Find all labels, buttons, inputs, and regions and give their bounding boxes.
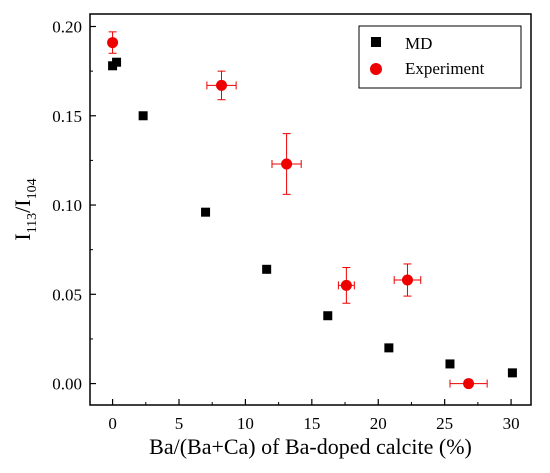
legend-box: [358, 25, 522, 89]
x-tick-label: 20: [370, 414, 387, 433]
plot-frame: [89, 13, 532, 406]
x-tick-label: 25: [436, 414, 453, 433]
experiment-point: [340, 279, 352, 291]
y-tick-label: 0.20: [52, 17, 82, 36]
y-axis-label: I113/I104: [10, 178, 40, 240]
md-point: [323, 311, 333, 321]
y-tick-label: 0.10: [52, 196, 82, 215]
x-tick-label: 5: [175, 414, 184, 433]
x-tick-label: 0: [108, 414, 117, 433]
experiment-point: [463, 378, 475, 390]
experiment-point: [216, 79, 228, 91]
legend-md-marker: [371, 37, 381, 47]
data-points: [107, 31, 517, 390]
md-point: [112, 57, 122, 67]
legend-experiment-label: Experiment: [405, 59, 485, 78]
y-tick-label: 0.15: [52, 107, 82, 126]
experiment-point: [281, 158, 293, 170]
y-tick-label: 0.00: [52, 375, 82, 394]
md-point: [445, 359, 455, 369]
md-point: [507, 368, 517, 378]
md-point: [201, 207, 211, 217]
md-point: [262, 264, 272, 274]
x-tick-label: 30: [503, 414, 520, 433]
y-tick-label: 0.05: [52, 285, 82, 304]
legend-md-label: MD: [405, 34, 432, 53]
axis-ticks: 0 5 10 15 20 25 30 0.00 0.05 0.10 0.15 0.20: [52, 17, 519, 433]
x-tick-label: 10: [237, 414, 254, 433]
experiment-point: [401, 274, 413, 286]
x-axis-label: Ba/(Ba+Ca) of Ba-doped calcite (%): [149, 434, 472, 459]
md-point: [384, 343, 394, 353]
x-tick-label: 15: [303, 414, 320, 433]
legend-experiment-marker: [370, 63, 382, 75]
md-point: [138, 111, 148, 121]
experiment-point: [107, 37, 119, 49]
legend: MD Experiment: [358, 25, 522, 89]
